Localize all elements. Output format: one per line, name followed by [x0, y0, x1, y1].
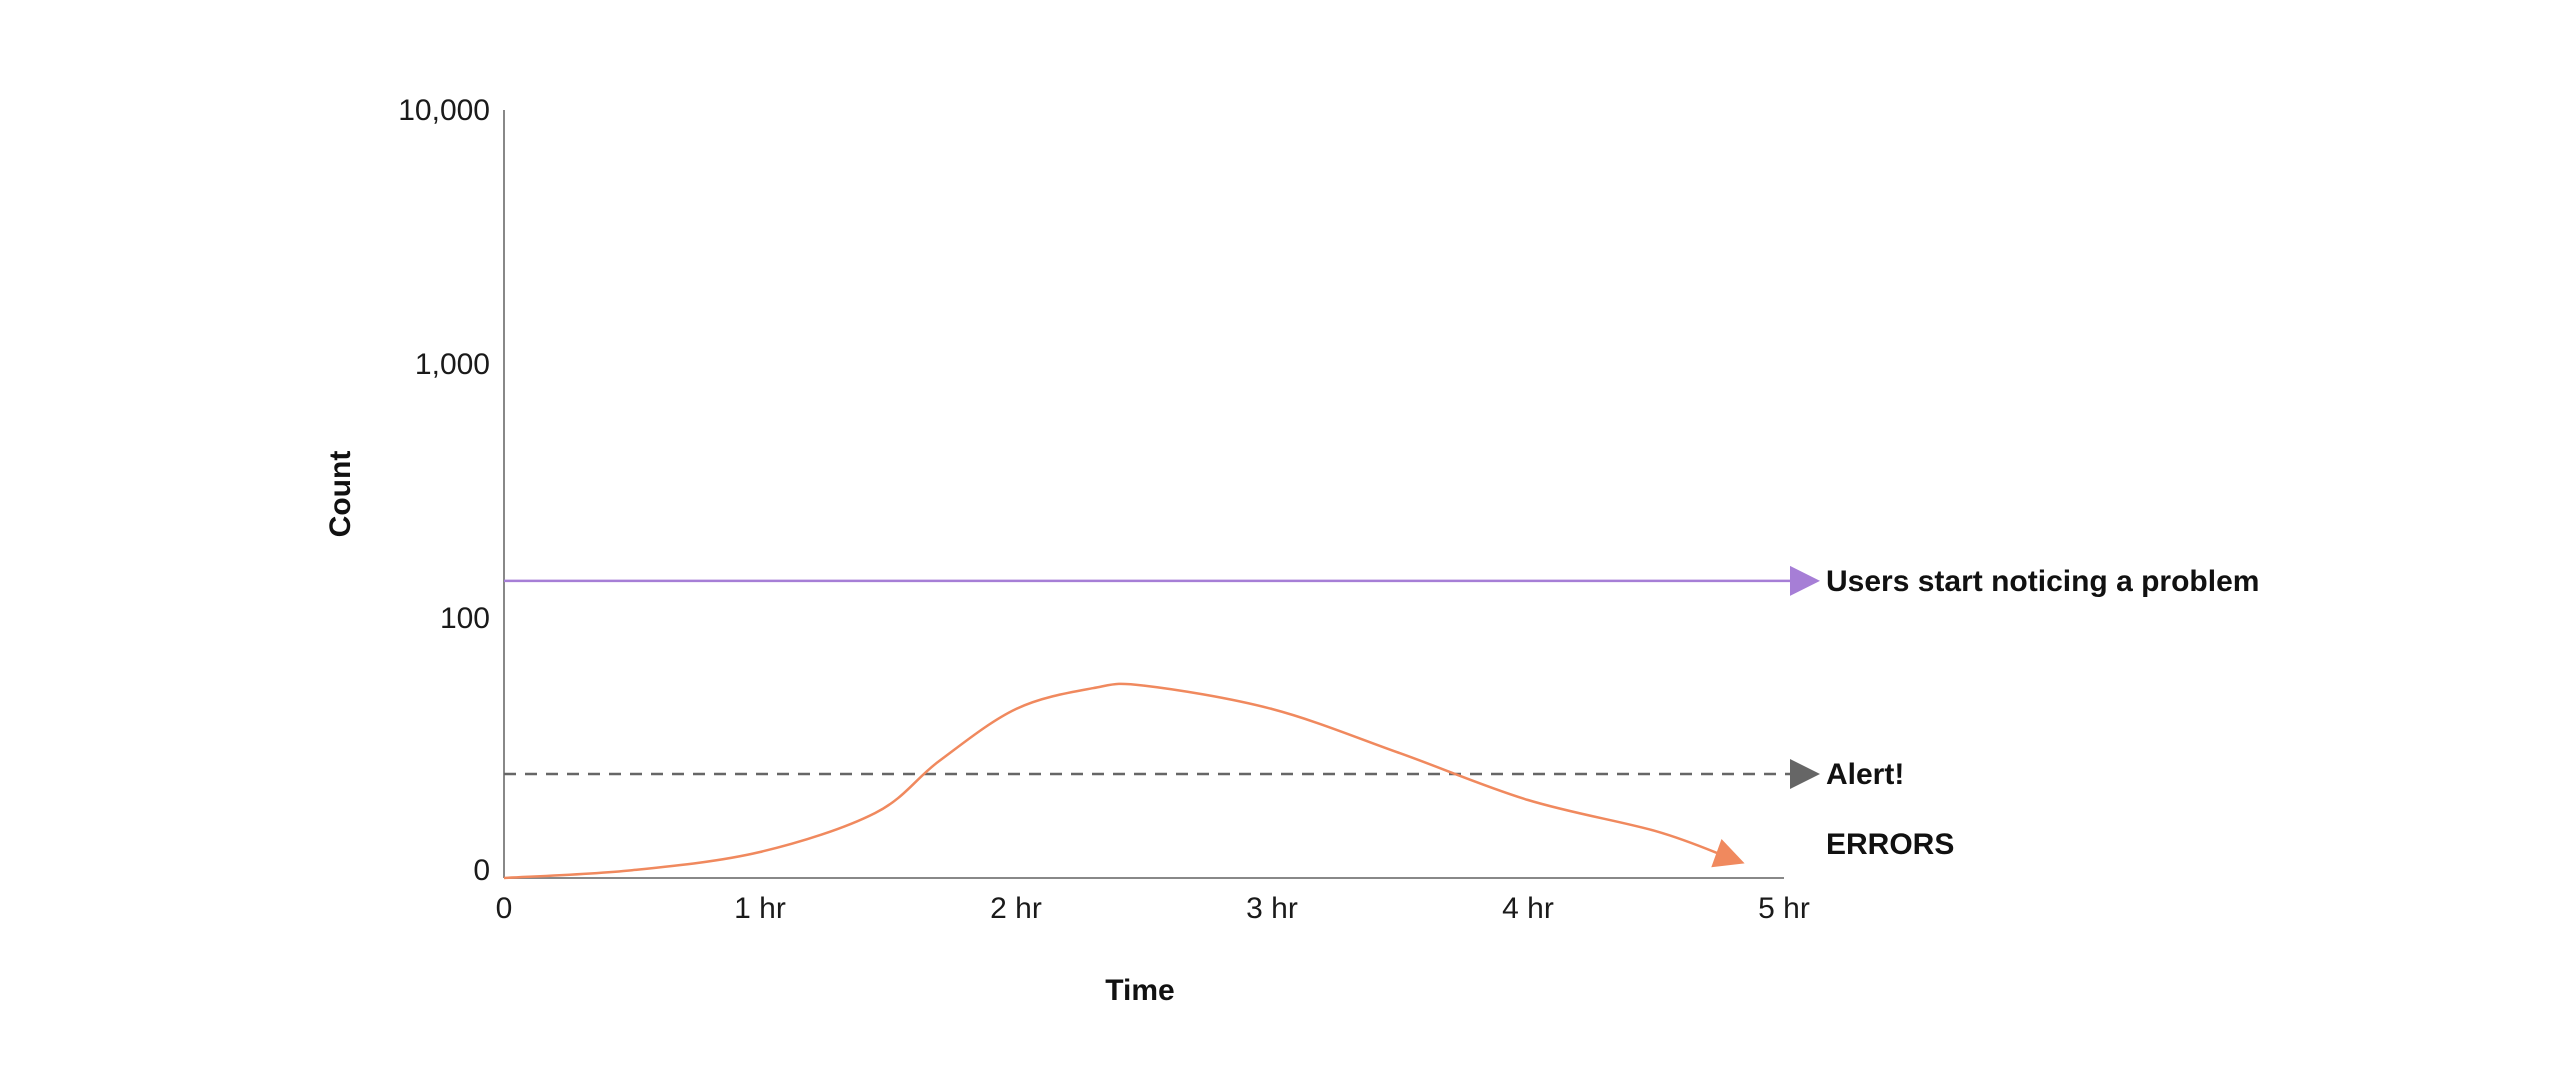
x-tick-label: 0	[496, 892, 513, 925]
x-tick-label: 3 hr	[1246, 892, 1298, 925]
series-0: Users start noticing a problem	[504, 565, 2259, 598]
x-axis-title: Time	[1105, 974, 1174, 1007]
series-arrow	[1790, 759, 1820, 789]
y-axis-title: Count	[324, 451, 357, 538]
y-tick-label: 100	[440, 602, 490, 635]
y-tick-label: 1,000	[415, 348, 490, 381]
series-1: Alert!	[504, 758, 1904, 791]
series-label: ERRORS	[1826, 828, 1954, 861]
series-label: Users start noticing a problem	[1826, 565, 2259, 598]
x-tick-label: 4 hr	[1502, 892, 1554, 925]
y-tick-labels: 0 100 1,000 10,000	[398, 94, 490, 887]
series-arrow	[1711, 839, 1745, 868]
series-line	[503, 682, 1729, 880]
series-2: ERRORS	[503, 682, 1954, 880]
y-tick-label: 10,000	[398, 94, 490, 127]
axes	[503, 110, 1784, 879]
x-tick-label: 5 hr	[1758, 892, 1810, 925]
series-arrow	[1790, 565, 1820, 596]
series-label: Alert!	[1826, 758, 1904, 791]
x-tick-label: 1 hr	[734, 892, 786, 925]
y-tick-label: 0	[473, 854, 490, 887]
x-tick-label: 2 hr	[990, 892, 1042, 925]
x-tick-labels: 0 1 hr 2 hr 3 hr 4 hr 5 hr	[496, 892, 1810, 925]
series-layer: Users start noticing a problem Alert! ERRO…	[503, 565, 2259, 880]
